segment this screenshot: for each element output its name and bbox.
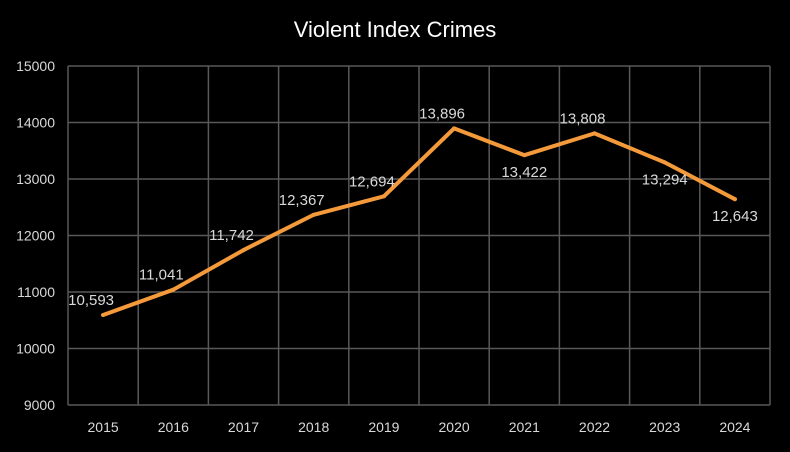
x-tick-label: 2018 — [298, 419, 329, 435]
data-label: 11,041 — [139, 267, 184, 284]
x-tick-label: 2023 — [649, 419, 680, 435]
y-tick-label: 15000 — [16, 58, 55, 74]
y-tick-label: 9000 — [24, 397, 55, 413]
y-tick-label: 11000 — [17, 284, 55, 300]
y-tick-label: 10000 — [16, 341, 55, 357]
chart-title: Violent Index Crimes — [294, 17, 497, 42]
y-tick-label: 12000 — [16, 228, 55, 244]
data-label: 12,694 — [349, 173, 395, 190]
data-point — [522, 153, 527, 158]
data-point — [241, 248, 246, 253]
x-tick-label: 2020 — [439, 419, 470, 435]
x-tick-label: 2019 — [368, 419, 399, 435]
x-tick-label: 2021 — [509, 419, 540, 435]
data-label: 12,643 — [712, 208, 758, 225]
data-point — [662, 160, 667, 165]
data-point — [452, 126, 457, 131]
x-tick-label: 2017 — [228, 419, 259, 435]
data-label: 10,593 — [68, 292, 114, 309]
x-tick-label: 2022 — [579, 419, 610, 435]
y-tick-label: 13000 — [16, 171, 55, 187]
data-point — [381, 194, 386, 199]
data-label: 13,896 — [419, 105, 465, 122]
data-label: 12,367 — [279, 192, 325, 209]
data-label: 11,742 — [209, 227, 254, 244]
y-tick-label: 14000 — [16, 115, 55, 131]
data-point — [732, 197, 737, 202]
data-point — [101, 312, 106, 317]
data-point — [311, 212, 316, 217]
data-label: 13,422 — [501, 164, 547, 181]
data-point — [592, 131, 597, 136]
data-line — [101, 126, 737, 317]
data-label: 13,294 — [642, 171, 688, 188]
x-tick-label: 2024 — [719, 419, 750, 435]
data-point — [171, 287, 176, 292]
x-tick-label: 2016 — [158, 419, 189, 435]
x-tick-label: 2015 — [88, 419, 119, 435]
data-label: 13,808 — [560, 110, 606, 127]
